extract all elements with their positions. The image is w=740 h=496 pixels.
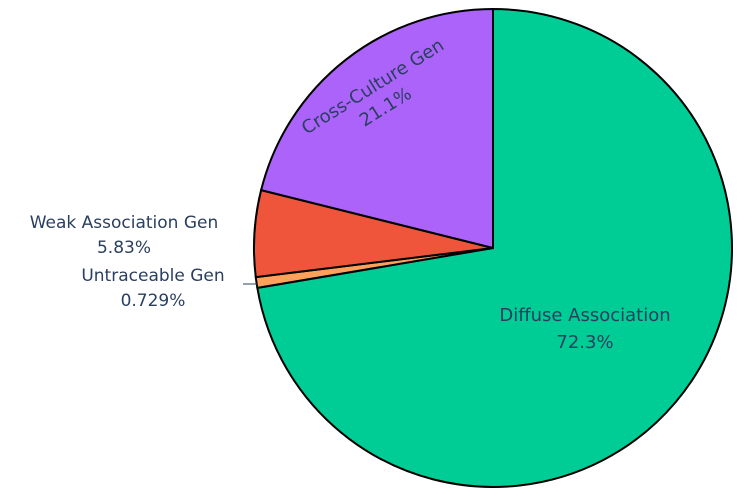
slice-percent-diffuse-association: 72.3% — [556, 332, 613, 353]
pie-slice-diffuse-association[interactable] — [256, 7, 733, 488]
slice-label-untraceable-gen: Untraceable Gen — [81, 266, 224, 286]
pie-slices — [253, 7, 733, 488]
slice-label-diffuse-association: Diffuse Association — [499, 305, 670, 326]
pie-slice-cross-culture-gen[interactable] — [259, 7, 494, 250]
slice-percent-weak-association-gen: 5.83% — [97, 238, 151, 258]
slice-label-weak-association-gen: Weak Association Gen — [30, 213, 219, 233]
slice-percent-untraceable-gen: 0.729% — [121, 291, 186, 311]
